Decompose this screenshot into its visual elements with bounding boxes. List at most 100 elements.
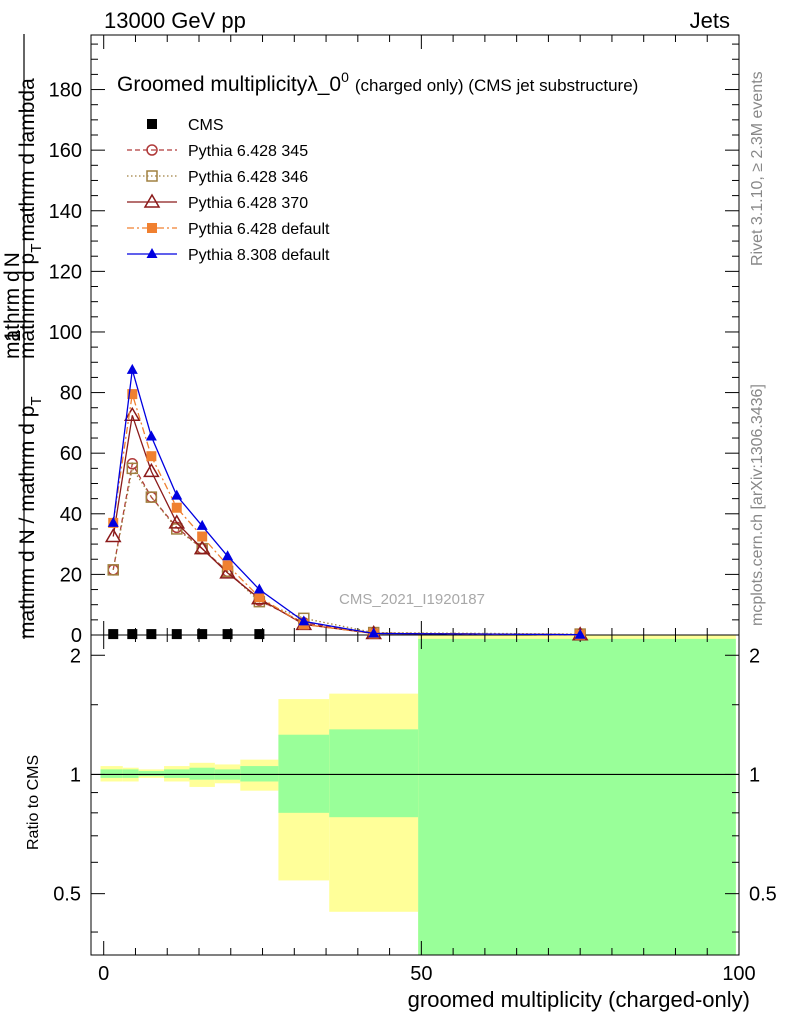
data-point [197,531,208,542]
ratio-stat-band-7 [278,734,330,813]
legend-label: CMS [188,117,224,134]
data-point [143,462,160,478]
data-point [168,514,186,529]
data-point [219,564,236,579]
data-point [222,550,234,561]
series-layer [104,363,589,641]
chart-title: Groomed multiplicityλ_00 (charged only) (… [117,69,638,96]
series-0 [108,629,265,640]
x-tick-label: 50 [410,963,432,985]
main-axes: 0 20 40 60 80 100 120 140 160 180 [49,35,740,647]
legend-label: Pythia 6.428 370 [188,195,308,212]
data-point [127,629,138,640]
ratio-stat-band-2 [138,771,165,777]
ratio-stat-band-6 [240,766,279,782]
series-5 [107,363,586,639]
y-axis-label: 1 mathrm d N / mathrm d pT mathrm dN mat… [0,34,45,639]
data-point [254,629,265,640]
ratio-y-label: Ratio to CMS [25,755,42,850]
data-point [253,583,265,594]
series-2 [107,462,586,640]
y-tick-label: 60 [60,443,82,465]
data-point [107,564,119,576]
series-line-2 [112,466,581,635]
ratio-y-tick-label: 1 [70,764,81,786]
y-label-frac-numerator: 1 [0,330,25,342]
rivet-label: Rivet 3.1.10, ≥ 2.3M events [749,71,766,266]
data-point [298,615,310,626]
series-line-4 [112,393,581,636]
legend: CMS Pythia 6.428 345 Pythia 6.428 346 Pythi… [127,117,330,264]
y-label-frac-denominator: mathrm d N / mathrm d pT [16,396,45,639]
y-label-right-part: mathrm d pTmathrm d lambda [16,78,45,359]
y-tick-label: 100 [49,322,82,344]
data-point [104,528,122,543]
ratio-plot-frame [90,634,740,956]
data-point [146,451,157,462]
chart-title-suffix: (charged only) (CMS jet substructure) [355,76,638,95]
data-point [368,627,380,638]
data-point [107,516,119,527]
y-tick-label: 140 [49,201,82,223]
data-point [196,519,208,530]
ratio-stat-band-9 [418,638,736,955]
y-tick-label: 120 [49,261,82,283]
data-point [574,628,586,639]
series-1 [107,458,586,641]
series-line-1 [112,461,581,636]
legend-marker [147,223,157,233]
data-point [146,629,157,640]
data-point [197,629,208,640]
chart-title-superscript: 0 [341,69,349,85]
y-tick-label: 40 [60,504,82,526]
data-point [171,523,183,535]
category-label: Jets [689,8,730,33]
data-point [171,502,182,513]
data-point [222,560,233,571]
data-point [126,363,138,374]
legend-marker [146,170,158,182]
ratio-y-tick-label-right: 0.5 [749,884,777,906]
x-tick-label: 100 [722,963,755,985]
y-label-numerator: mathrm dN [1,252,24,359]
data-point [254,592,265,603]
legend-marker [146,248,158,258]
mcplots-label: mcplots.cern.ch [arXiv:1306.3436] [749,384,766,626]
legend-label: Pythia 6.428 346 [188,169,308,186]
legend-marker [143,193,161,208]
ratio-stat-band-0 [100,769,123,778]
data-point [171,629,182,640]
y-tick-label: 80 [60,383,82,405]
ratio-stat-band-3 [164,769,190,778]
legend-label: Pythia 8.308 default [188,247,330,264]
y-tick-label: 180 [49,80,82,102]
data-point [145,491,158,503]
energy-label: 13000 GeV pp [104,8,246,33]
ratio-stat-band-8 [329,729,419,818]
y-tick-label: 0 [71,625,82,647]
data-point [127,389,138,400]
data-point [145,430,157,441]
ratio-stat-band-4 [189,767,215,780]
ratio-stat-band-1 [122,769,139,778]
x-tick-label: 0 [98,963,109,985]
legend-marker [147,119,157,129]
legend-label: Pythia 6.428 default [188,221,330,238]
data-point [108,629,119,640]
x-axis-label: groomed multiplicity (charged-only) [408,987,750,1012]
ratio-y-tick-label: 0.5 [53,884,81,906]
y-tick-label: 160 [49,140,82,162]
ratio-y-tick-label: 2 [70,645,81,667]
chart-title-main: Groomed multiplicityλ_0 [117,73,341,96]
data-point [193,540,211,555]
ratio-y-tick-label-right: 1 [749,764,760,786]
data-point [171,489,183,500]
legend-label: Pythia 6.428 345 [188,143,308,160]
ratio-y-tick-label-right: 2 [749,645,760,667]
ratio-axes: 0.5 0.5 1 1 2 2 0 50 100 [53,635,777,985]
series-line-5 [112,369,581,636]
legend-marker [146,144,158,156]
ratio-bands [100,635,736,955]
y-tick-label: 20 [60,564,82,586]
